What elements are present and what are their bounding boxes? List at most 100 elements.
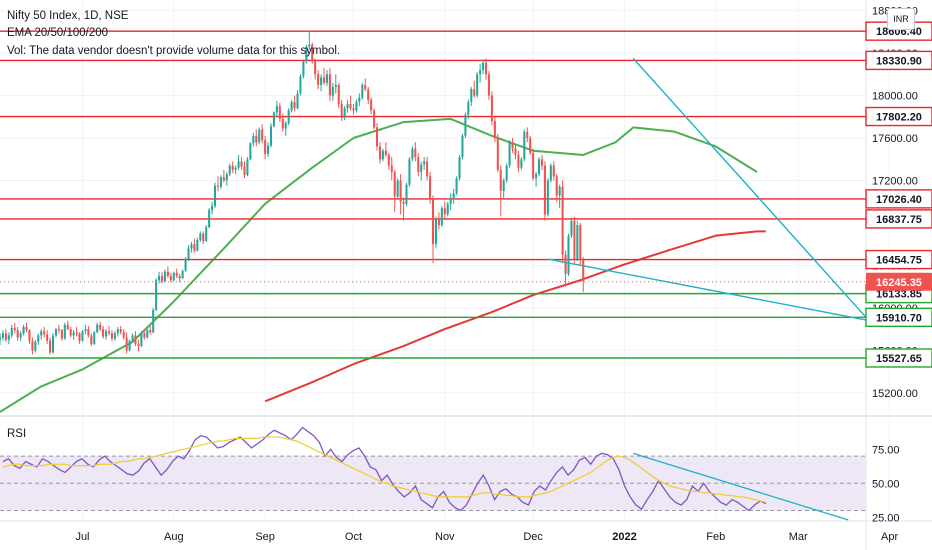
candle-body <box>146 330 149 338</box>
candle-body <box>175 272 178 276</box>
candle-body <box>328 74 331 96</box>
candle-body <box>93 332 96 344</box>
candle-body <box>51 335 55 353</box>
candle-body <box>13 328 16 331</box>
candle-body <box>196 239 199 251</box>
candle-body <box>334 84 337 88</box>
time-tick-label: Apr <box>881 531 898 543</box>
rsi-tick-label: 50.00 <box>872 478 900 490</box>
candle-body <box>34 341 37 351</box>
candle-body <box>222 177 225 181</box>
candle-body <box>402 201 405 204</box>
candle-body <box>219 177 222 187</box>
candle-body <box>75 332 78 334</box>
candle-body <box>193 244 196 251</box>
candle-body <box>7 335 10 340</box>
candle-body <box>54 329 57 336</box>
candle-body <box>496 138 499 170</box>
candle-body <box>272 112 275 127</box>
candle-body <box>479 70 482 75</box>
time-tick-label: Jul <box>75 531 89 543</box>
candle-body <box>343 108 346 118</box>
candle-body <box>0 337 2 340</box>
time-tick-label: Nov <box>435 531 455 543</box>
candle-body <box>293 101 296 109</box>
candle-body <box>40 331 43 336</box>
candle-body <box>184 259 187 271</box>
ema-legend: EMA 20/50/100/200 <box>7 27 109 39</box>
candle-body <box>567 235 570 274</box>
candle-body <box>381 150 384 160</box>
candle-body <box>437 218 440 226</box>
candle-body <box>446 203 449 215</box>
time-tick-label: Aug <box>164 531 184 543</box>
candle-body <box>361 84 364 98</box>
level-badge-bg <box>865 106 932 127</box>
candle-body <box>237 161 240 168</box>
candle-body <box>110 333 113 339</box>
candle-body <box>1 333 4 338</box>
candle-body <box>517 154 520 168</box>
candle-body <box>405 184 408 204</box>
candle-body <box>399 180 402 202</box>
price-tick-label: 17200.00 <box>872 175 918 187</box>
candle-body <box>364 84 367 90</box>
candle-body <box>240 161 243 167</box>
candle-body <box>125 337 128 351</box>
time-tick-label: Dec <box>523 531 543 543</box>
candle-body <box>320 77 323 85</box>
candle-body <box>211 205 214 211</box>
candle-body <box>46 334 49 341</box>
candle-body <box>535 174 538 179</box>
candle-body <box>105 331 108 337</box>
ema-200-line <box>264 230 766 403</box>
candle-body <box>349 104 352 109</box>
candle-body <box>482 62 485 71</box>
candle-body <box>352 108 355 111</box>
candle-body <box>131 335 134 341</box>
candle-body <box>87 329 90 336</box>
candle-body <box>81 331 84 341</box>
candle-body <box>49 340 52 353</box>
candle-body <box>163 271 166 282</box>
level-badge-bg <box>865 348 932 368</box>
candle-body <box>523 131 526 160</box>
candle-body <box>505 165 508 181</box>
candle-body <box>526 131 529 138</box>
candle-body <box>287 110 290 124</box>
candle-body <box>249 143 252 160</box>
candle-body <box>420 164 423 172</box>
candle-body <box>346 104 349 109</box>
candle-body <box>22 326 25 334</box>
candle-body <box>543 165 546 215</box>
level-badge-label: 15527.65 <box>876 353 922 365</box>
candle-body <box>90 335 93 344</box>
candle-body <box>555 176 558 196</box>
level-badge-bg <box>865 189 932 209</box>
currency-button[interactable]: INR <box>887 8 915 30</box>
candle-body <box>140 333 143 347</box>
time-tick-label: Mar <box>789 531 808 543</box>
candle-body <box>255 135 258 143</box>
candle-body <box>358 97 361 102</box>
candle-body <box>325 74 328 83</box>
candle-body <box>10 328 13 336</box>
candle-body <box>552 165 555 177</box>
rsi-legend: RSI <box>7 428 27 440</box>
candle-body <box>208 210 211 228</box>
candle-body <box>314 60 317 75</box>
candle-body <box>113 333 116 339</box>
candle-body <box>134 335 137 344</box>
candle-body <box>423 161 426 165</box>
candle-body <box>258 129 261 143</box>
candle-body <box>484 62 488 75</box>
candle-body <box>549 165 552 181</box>
candle-body <box>181 270 184 279</box>
candle-body <box>152 309 155 333</box>
candle-body <box>119 329 122 333</box>
volume-legend: Vol: The data vendor doesn't provide vol… <box>7 45 341 57</box>
candle-body <box>493 121 496 138</box>
candle-body <box>378 146 382 160</box>
candle-body <box>19 333 22 338</box>
